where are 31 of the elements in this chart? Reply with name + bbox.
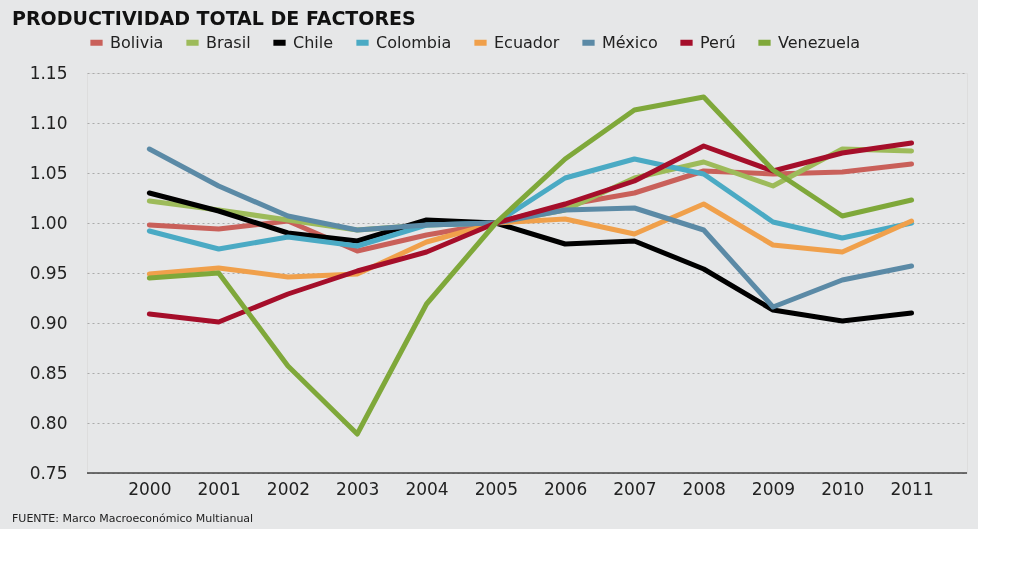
y-tick-label: 1.05	[29, 162, 68, 183]
x-tick-label: 2009	[751, 478, 796, 499]
x-tick-label: 2010	[821, 478, 865, 499]
chart-title: PRODUCTIVIDAD TOTAL DE FACTORES	[12, 7, 416, 29]
source-note: FUENTE: Marco Macroeconómico Multianual	[12, 512, 254, 525]
y-tick-label: 1.10	[29, 112, 68, 133]
legend-label: Brasil	[206, 32, 251, 52]
legend-label: Venezuela	[778, 32, 861, 52]
x-tick-label: 2004	[405, 478, 449, 499]
x-tick-label: 2006	[543, 478, 588, 499]
y-tick-label: 0.75	[29, 462, 68, 483]
y-tick-label: 1.00	[29, 212, 68, 233]
y-tick-label: 0.80	[29, 412, 68, 433]
y-tick-label: 1.15	[29, 62, 68, 83]
legend-label: Perú	[700, 32, 736, 52]
y-tick-label: 0.95	[29, 262, 68, 283]
legend-label: Chile	[293, 32, 334, 52]
x-tick-label: 2008	[682, 478, 726, 499]
legend-label: Colombia	[376, 32, 452, 52]
x-tick-label: 2002	[266, 478, 311, 499]
x-tick-label: 2001	[197, 478, 241, 499]
x-tick-label: 2000	[128, 478, 172, 499]
legend-label: Bolivia	[110, 32, 164, 52]
x-tick-label: 2003	[336, 478, 380, 499]
x-tick-label: 2005	[474, 478, 518, 499]
x-tick-label: 2011	[890, 478, 934, 499]
legend-label: México	[602, 32, 658, 52]
x-tick-label: 2007	[613, 478, 657, 499]
y-tick-label: 0.90	[29, 312, 68, 333]
legend-label: Ecuador	[494, 32, 560, 52]
y-tick-label: 0.85	[29, 362, 68, 383]
